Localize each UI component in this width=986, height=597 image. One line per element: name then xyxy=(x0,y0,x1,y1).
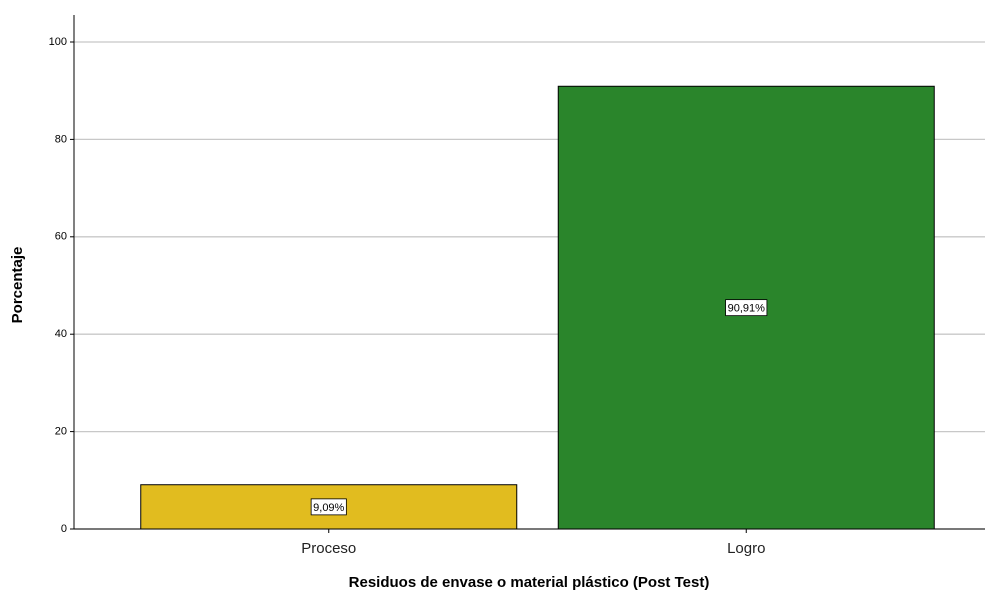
y-tick-label: 0 xyxy=(61,523,67,535)
y-tick-label: 100 xyxy=(49,36,67,48)
value-label-box xyxy=(310,498,347,516)
value-label-box xyxy=(725,299,768,317)
x-tick-label: Logro xyxy=(727,540,765,557)
y-tick-label: 20 xyxy=(55,426,67,438)
x-axis-title: Residuos de envase o material plástico (… xyxy=(349,574,710,591)
y-tick-label: 60 xyxy=(55,231,67,243)
value-label: 9,09% xyxy=(313,502,344,514)
y-tick-label: 40 xyxy=(55,328,67,340)
value-label: 90,91% xyxy=(728,303,766,315)
y-axis-title: Porcentaje xyxy=(9,247,26,324)
x-tick-label: Proceso xyxy=(301,540,356,557)
y-tick-label: 80 xyxy=(55,133,67,145)
